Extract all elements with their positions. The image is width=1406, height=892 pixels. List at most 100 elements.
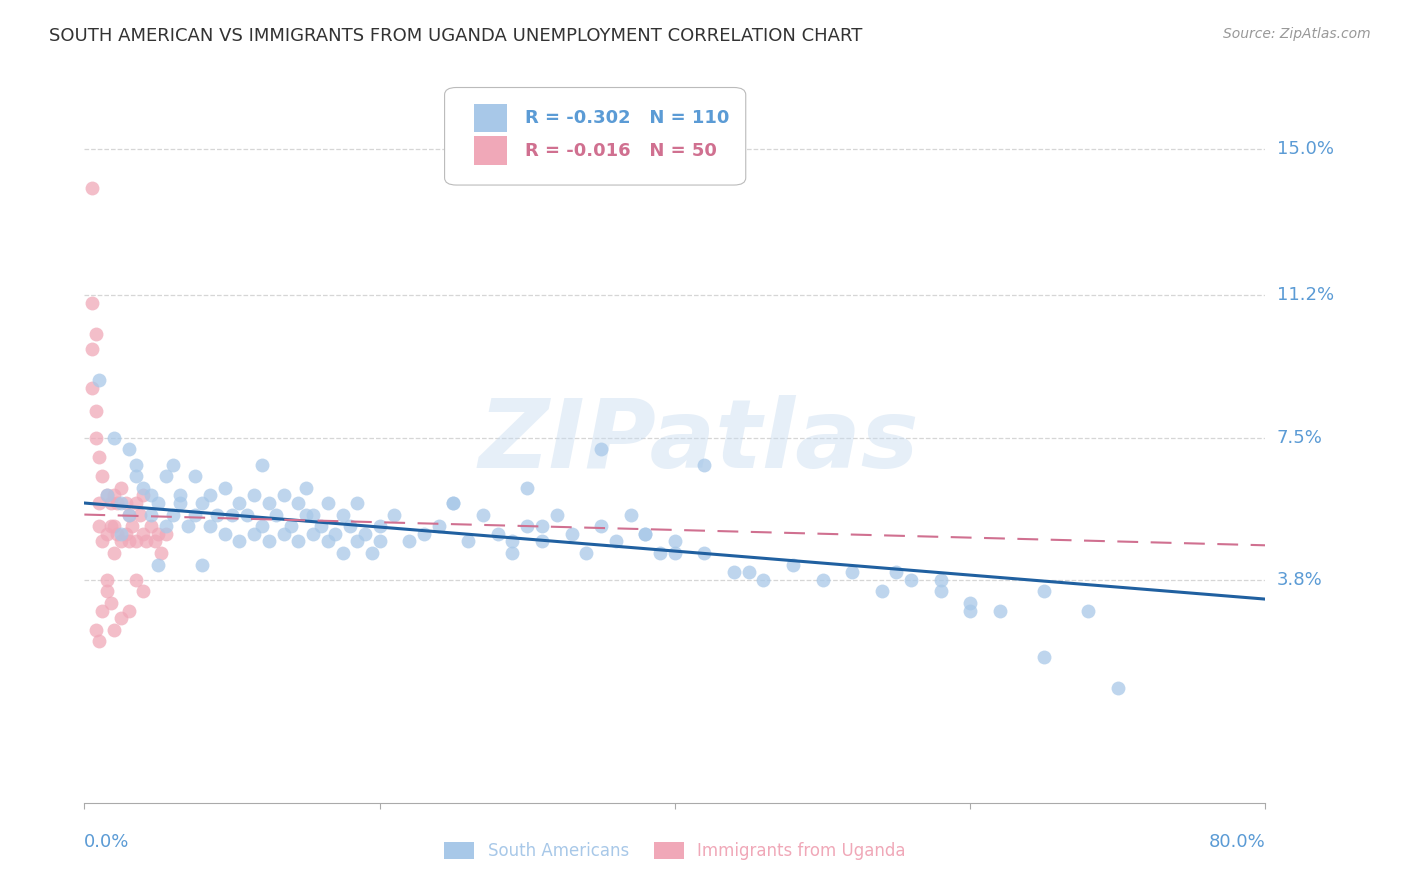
- Point: [354, 526, 377, 541]
- Point: [221, 508, 243, 522]
- Point: [87, 519, 111, 533]
- Point: [273, 488, 295, 502]
- Point: [250, 519, 273, 533]
- Point: [125, 469, 148, 483]
- Point: [811, 573, 834, 587]
- Point: [841, 565, 863, 579]
- Point: [295, 508, 318, 522]
- Text: 0.0%: 0.0%: [84, 833, 129, 851]
- Point: [110, 611, 132, 625]
- Point: [591, 519, 613, 533]
- Point: [501, 534, 523, 549]
- Text: 15.0%: 15.0%: [1277, 140, 1333, 159]
- Point: [214, 481, 236, 495]
- Point: [929, 573, 952, 587]
- Point: [1033, 584, 1056, 599]
- Point: [501, 546, 523, 560]
- Text: 7.5%: 7.5%: [1277, 429, 1323, 447]
- Text: R = -0.016   N = 50: R = -0.016 N = 50: [524, 142, 717, 160]
- Point: [155, 519, 177, 533]
- Text: 80.0%: 80.0%: [1209, 833, 1265, 851]
- Point: [605, 534, 627, 549]
- Point: [273, 526, 295, 541]
- Point: [346, 496, 368, 510]
- Point: [302, 508, 325, 522]
- Point: [118, 604, 141, 618]
- Point: [1077, 604, 1099, 618]
- Point: [162, 508, 184, 522]
- Point: [398, 534, 420, 549]
- Point: [1033, 649, 1056, 664]
- Point: [139, 508, 162, 522]
- Point: [250, 458, 273, 472]
- Point: [118, 442, 141, 457]
- Point: [80, 381, 103, 395]
- Point: [959, 604, 981, 618]
- Point: [316, 534, 339, 549]
- Point: [693, 546, 716, 560]
- Point: [177, 519, 200, 533]
- Point: [191, 496, 214, 510]
- Point: [723, 565, 745, 579]
- Point: [87, 496, 111, 510]
- Point: [96, 488, 118, 502]
- Point: [91, 534, 114, 549]
- Point: [257, 496, 280, 510]
- Point: [96, 573, 118, 587]
- FancyBboxPatch shape: [444, 87, 745, 185]
- Point: [214, 526, 236, 541]
- Point: [316, 496, 339, 510]
- Point: [100, 496, 122, 510]
- Point: [84, 404, 107, 418]
- Point: [96, 584, 118, 599]
- Point: [693, 458, 716, 472]
- Point: [782, 558, 804, 572]
- Point: [443, 496, 465, 510]
- Point: [96, 488, 118, 502]
- Point: [531, 519, 554, 533]
- Point: [325, 526, 347, 541]
- Point: [575, 546, 598, 560]
- Point: [228, 496, 250, 510]
- Point: [150, 546, 173, 560]
- Point: [620, 508, 643, 522]
- Point: [752, 573, 775, 587]
- Point: [84, 431, 107, 445]
- Point: [129, 508, 152, 522]
- Text: 3.8%: 3.8%: [1277, 571, 1322, 589]
- Point: [339, 519, 361, 533]
- Point: [664, 546, 686, 560]
- Point: [368, 534, 391, 549]
- Point: [198, 519, 221, 533]
- Point: [91, 604, 114, 618]
- Point: [361, 546, 384, 560]
- Point: [546, 508, 568, 522]
- Point: [148, 526, 170, 541]
- Point: [443, 496, 465, 510]
- Point: [121, 519, 143, 533]
- Point: [125, 573, 148, 587]
- Point: [900, 573, 922, 587]
- Point: [114, 526, 136, 541]
- Point: [110, 526, 132, 541]
- Point: [309, 519, 332, 533]
- Point: [1107, 681, 1129, 695]
- Point: [287, 496, 309, 510]
- Point: [132, 481, 155, 495]
- Point: [332, 546, 354, 560]
- Point: [132, 584, 155, 599]
- Point: [114, 496, 136, 510]
- Point: [346, 534, 368, 549]
- Point: [110, 534, 132, 549]
- Point: [427, 519, 450, 533]
- Point: [929, 584, 952, 599]
- Text: R = -0.302   N = 110: R = -0.302 N = 110: [524, 109, 730, 128]
- Point: [191, 558, 214, 572]
- Point: [155, 526, 177, 541]
- Point: [988, 604, 1011, 618]
- Point: [243, 526, 266, 541]
- Point: [80, 343, 103, 357]
- Point: [139, 519, 162, 533]
- Point: [280, 519, 302, 533]
- Point: [87, 450, 111, 464]
